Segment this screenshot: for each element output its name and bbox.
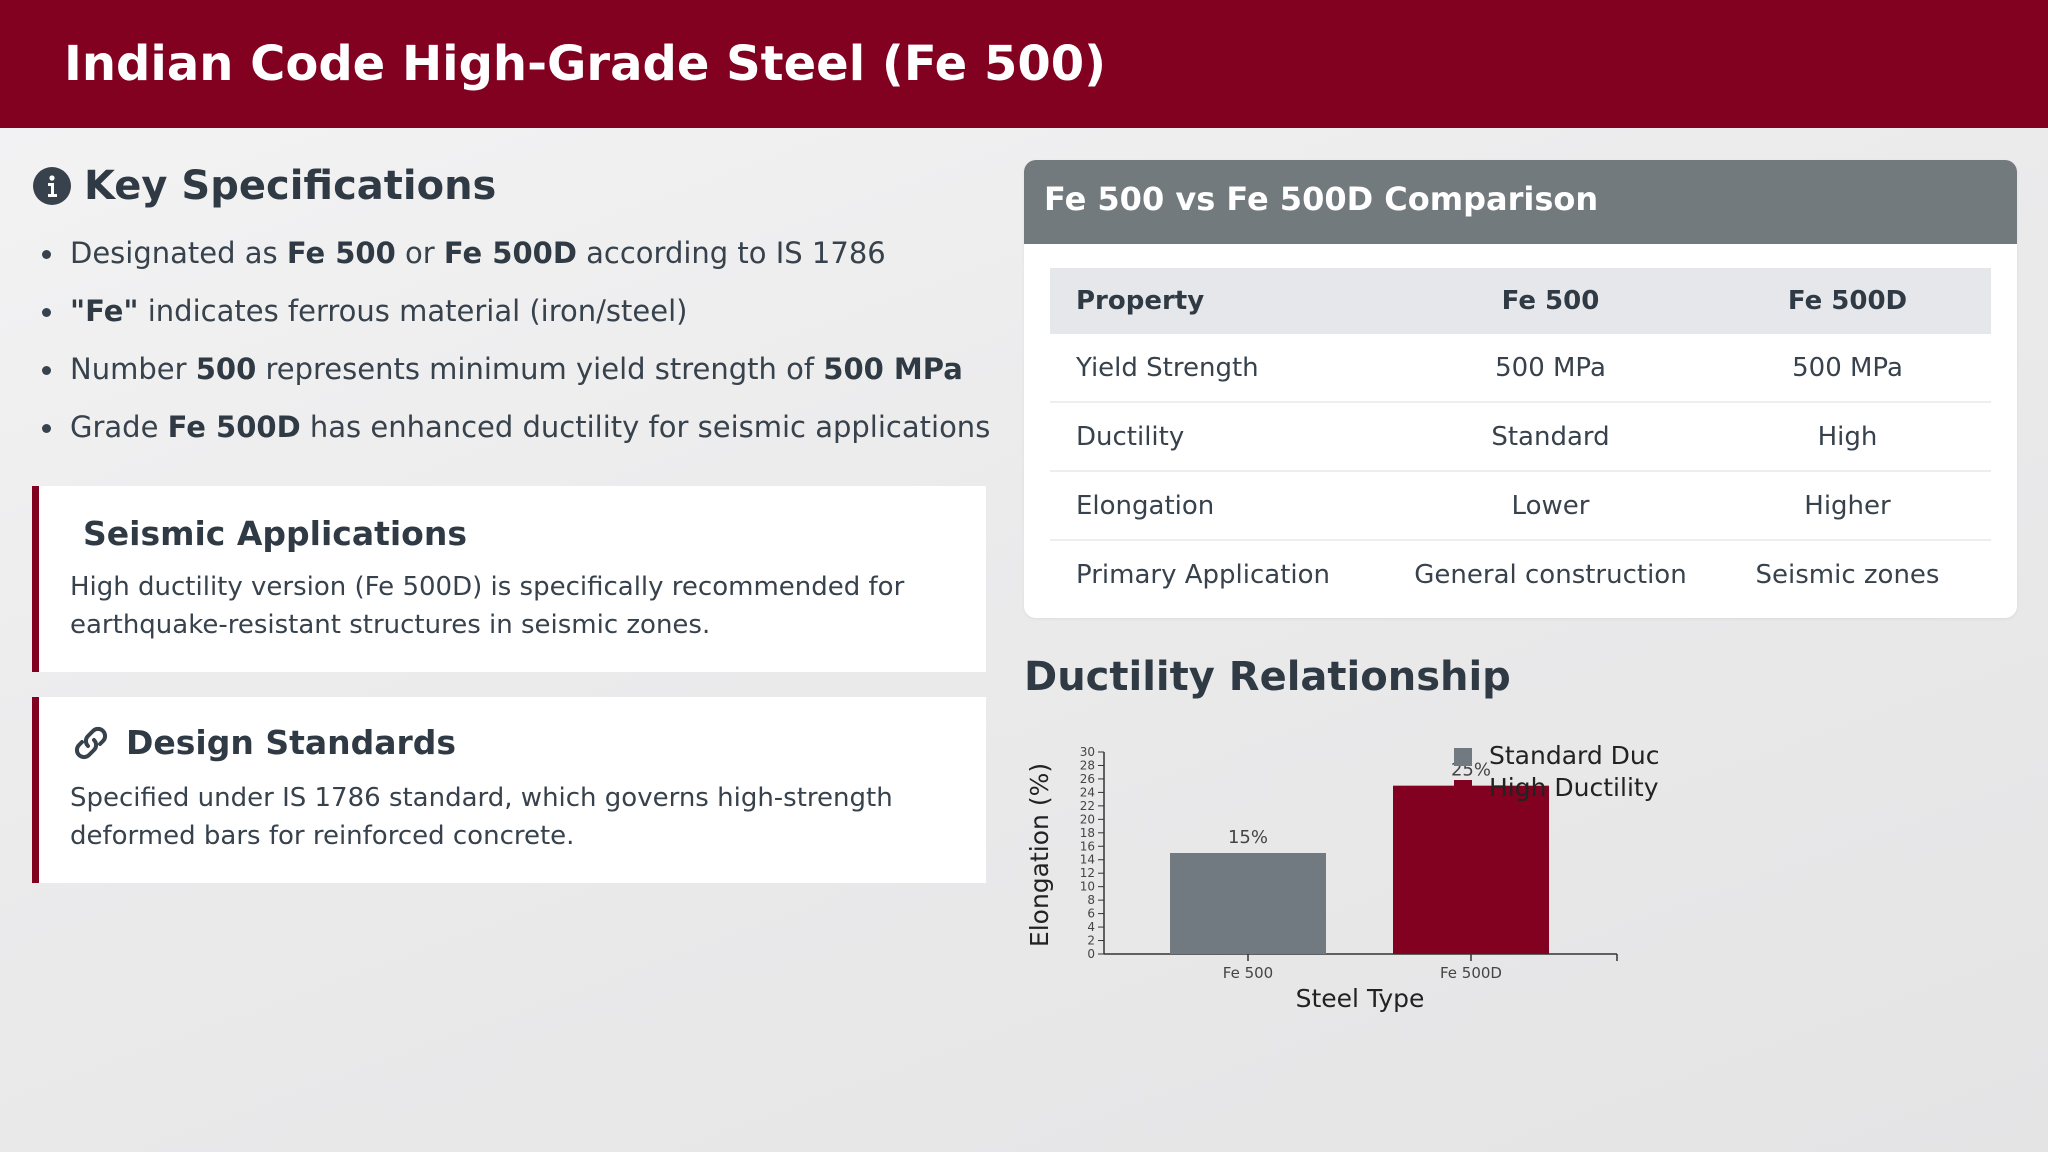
- table-header-row: Property Fe 500 Fe 500D: [1050, 268, 1991, 334]
- seismic-applications-card: Seismic Applications High ductility vers…: [32, 486, 986, 672]
- y-tick-label: 30: [1080, 745, 1095, 759]
- y-tick-label: 26: [1080, 772, 1095, 786]
- seismic-text: High ductility version (Fe 500D) is spec…: [70, 572, 905, 640]
- row-fe500-value: Standard: [1397, 402, 1704, 472]
- spec-emphasis: Fe 500D: [167, 410, 301, 444]
- row-fe500d-value: Seismic zones: [1755, 559, 1940, 590]
- spec-emphasis: 500: [195, 352, 257, 386]
- key-specs-title: Key Specifications: [84, 163, 497, 209]
- legend-swatch: [1454, 748, 1472, 766]
- y-tick-label: 28: [1080, 758, 1095, 772]
- spec-text: Number: [70, 352, 196, 386]
- ductility-title: Ductility Relationship: [1024, 654, 1511, 700]
- spec-text: represents minimum yield strength of: [256, 352, 824, 386]
- y-axis-label: Elongation (%): [1025, 763, 1054, 947]
- y-tick-label: 6: [1087, 907, 1095, 921]
- header-property: Property: [1050, 268, 1397, 334]
- table-row: Ductility Standard High: [1050, 402, 1991, 472]
- comparison-table: Property Fe 500 Fe 500D Yield Strength 50…: [1050, 268, 1991, 608]
- key-specs-list: Designated as Fe 500 or Fe 500D accordin…: [34, 228, 1004, 460]
- spec-emphasis: Fe 500: [286, 236, 396, 270]
- spec-text: Designated as: [70, 236, 287, 270]
- bar-fe-500: [1170, 853, 1326, 954]
- seismic-title: Seismic Applications: [83, 514, 467, 553]
- comparison-card: Fe 500 vs Fe 500D Comparison Property Fe…: [1024, 160, 2017, 618]
- y-tick-label: 2: [1087, 934, 1095, 948]
- y-tick-label: 18: [1080, 826, 1095, 840]
- design-standards-card: Design Standards Specified under IS 1786…: [32, 697, 986, 883]
- y-tick-label: 12: [1080, 866, 1095, 880]
- legend-swatch: [1454, 780, 1472, 798]
- row-fe500d-value: 500 MPa: [1704, 334, 1991, 403]
- spec-emphasis: Fe 500D: [443, 236, 577, 270]
- spec-item: Grade Fe 500D has enhanced ductility for…: [34, 402, 1004, 460]
- info-icon: [33, 167, 71, 205]
- spec-text: has enhanced ductility for seismic appli…: [300, 410, 991, 444]
- y-tick-label: 16: [1080, 839, 1095, 853]
- header-fe500d: Fe 500D: [1704, 268, 1991, 334]
- row-fe500d-value: High: [1704, 402, 1991, 472]
- header-fe500: Fe 500: [1397, 268, 1704, 334]
- x-tick-label: Fe 500D: [1440, 964, 1502, 982]
- bar-value-label: 15%: [1228, 827, 1268, 848]
- row-fe500d-value: Higher: [1704, 471, 1991, 541]
- link-icon: [74, 726, 108, 759]
- spec-emphasis: "Fe": [70, 294, 139, 328]
- y-tick-label: 4: [1087, 920, 1095, 934]
- comparison-header: Fe 500 vs Fe 500D Comparison: [1024, 160, 2017, 244]
- y-tick-label: 22: [1080, 799, 1095, 813]
- legend-label: Standard Duc: [1489, 741, 1660, 770]
- row-fe500-value: Lower: [1397, 471, 1704, 541]
- comparison-title: Fe 500 vs Fe 500D Comparison: [1044, 180, 1599, 218]
- x-axis-label: Steel Type: [1296, 984, 1425, 1013]
- legend-label: High Ductility: [1489, 773, 1659, 802]
- y-tick-label: 24: [1080, 785, 1095, 799]
- x-tick-label: Fe 500: [1223, 964, 1273, 982]
- table-row: Elongation Lower Higher: [1050, 471, 1991, 541]
- page-header: Indian Code High-Grade Steel (Fe 500): [0, 0, 2048, 128]
- row-fe500-value: General construction: [1414, 559, 1687, 590]
- y-tick-label: 10: [1080, 880, 1095, 894]
- row-fe500-value: 500 MPa: [1397, 334, 1704, 403]
- y-tick-label: 20: [1080, 812, 1095, 826]
- row-property: Ductility: [1050, 402, 1397, 472]
- design-title: Design Standards: [126, 723, 457, 762]
- bar-fe-500d: [1393, 785, 1549, 954]
- table-row: Primary Application General construction S…: [1050, 540, 1991, 608]
- spec-text: according to IS 1786: [576, 236, 886, 270]
- y-tick-label: 8: [1087, 893, 1095, 907]
- row-property: Yield Strength: [1050, 334, 1397, 403]
- y-tick-label: 0: [1087, 947, 1095, 961]
- spec-text: or: [395, 236, 444, 270]
- row-property: Elongation: [1050, 471, 1397, 541]
- spec-item: Designated as Fe 500 or Fe 500D accordin…: [34, 228, 1004, 286]
- page-title: Indian Code High-Grade Steel (Fe 500): [64, 36, 1107, 92]
- spec-emphasis: 500 MPa: [823, 352, 963, 386]
- spec-text: Grade: [70, 410, 168, 444]
- spec-item: "Fe" indicates ferrous material (iron/st…: [34, 286, 1004, 344]
- y-tick-label: 14: [1080, 853, 1095, 867]
- spec-text: indicates ferrous material (iron/steel): [138, 294, 688, 328]
- row-property: Primary Application: [1076, 559, 1331, 590]
- key-specs-heading: Key Specifications: [32, 160, 496, 212]
- spec-item: Number 500 represents minimum yield stre…: [34, 344, 1004, 402]
- design-text: Specified under IS 1786 standard, which …: [70, 783, 893, 851]
- table-row: Yield Strength 500 MPa 500 MPa: [1050, 334, 1991, 403]
